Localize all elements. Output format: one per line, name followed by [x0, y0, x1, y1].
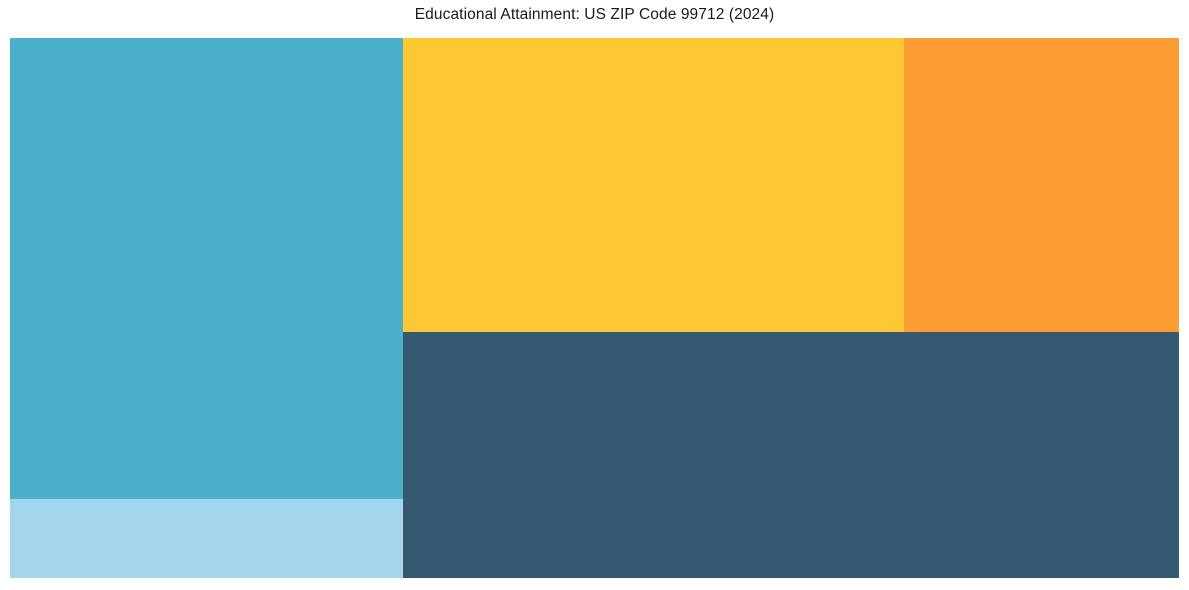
treemap-tile[interactable]: tile-3 — [403, 38, 904, 332]
treemap-tile[interactable]: tile-2 — [10, 499, 403, 578]
treemap-plot-area: tile-1 tile-2 tile-3 tile-4 tile-5 — [10, 38, 1179, 578]
treemap-tile[interactable]: tile-4 — [904, 38, 1179, 332]
treemap-tile[interactable]: tile-5 — [403, 332, 1179, 578]
treemap-tile[interactable]: tile-1 — [10, 38, 403, 499]
chart-title: Educational Attainment: US ZIP Code 9971… — [414, 6, 775, 23]
